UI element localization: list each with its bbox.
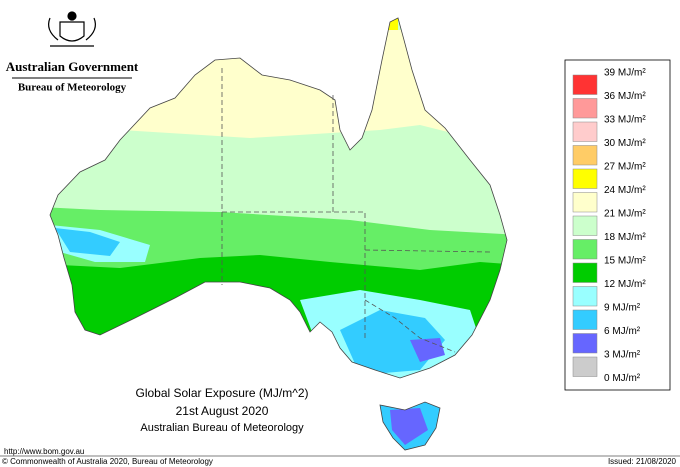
legend-swatch bbox=[572, 239, 598, 260]
legend-swatch bbox=[572, 309, 598, 330]
legend-swatch bbox=[572, 286, 598, 307]
map-title: Global Solar Exposure (MJ/m^2) bbox=[135, 386, 308, 400]
legend-label: 6 MJ/m² bbox=[604, 326, 641, 337]
legend-label: 18 MJ/m² bbox=[604, 232, 646, 243]
legend-swatch bbox=[572, 262, 598, 283]
legend-swatch bbox=[572, 98, 598, 119]
legend-swatch bbox=[572, 121, 598, 142]
crest bbox=[48, 11, 96, 47]
legend: 39 MJ/m² 36 MJ/m² 33 MJ/m² 30 MJ/m² 27 MJ/m²… bbox=[564, 59, 671, 391]
legend-swatch bbox=[572, 215, 598, 236]
legend-label: 30 MJ/m² bbox=[604, 138, 646, 149]
legend-swatch bbox=[572, 74, 598, 95]
legend-swatch bbox=[572, 145, 598, 166]
legend-label: 36 MJ/m² bbox=[604, 91, 646, 102]
legend-label: 3 MJ/m² bbox=[604, 350, 641, 361]
legend-label: 33 MJ/m² bbox=[604, 115, 646, 126]
state-borders bbox=[221, 68, 491, 353]
footer-url: http://www.bom.gov.au bbox=[4, 447, 84, 456]
legend-swatch bbox=[572, 356, 598, 377]
legend-label: 39 MJ/m² bbox=[604, 68, 646, 79]
legend-label: 24 MJ/m² bbox=[604, 185, 646, 196]
solar-region bbox=[390, 408, 428, 445]
legend-swatch bbox=[572, 333, 598, 354]
legend-swatch bbox=[572, 168, 598, 189]
tasmania-coast bbox=[379, 401, 441, 451]
header-title: Australian Government bbox=[6, 59, 139, 74]
map-source: Australian Bureau of Meteorology bbox=[140, 422, 304, 434]
footer-copyright: © Commonwealth of Australia 2020, Bureau… bbox=[2, 457, 213, 466]
legend-label: 0 MJ/m² bbox=[604, 373, 641, 384]
tasmania bbox=[380, 402, 440, 450]
map-date: 21st August 2020 bbox=[176, 404, 269, 418]
legend-label: 9 MJ/m² bbox=[604, 303, 641, 314]
footer-issued: Issued: 21/08/2020 bbox=[608, 457, 677, 466]
legend-label: 27 MJ/m² bbox=[604, 162, 646, 173]
legend-swatch bbox=[572, 192, 598, 213]
legend-label: 15 MJ/m² bbox=[604, 256, 646, 267]
solar-region bbox=[388, 18, 398, 30]
legend-label: 21 MJ/m² bbox=[604, 209, 646, 220]
solar-region bbox=[410, 338, 445, 362]
header-subtitle: Bureau of Meteorology bbox=[18, 82, 127, 94]
coastline bbox=[49, 17, 508, 379]
legend-label: 12 MJ/m² bbox=[604, 279, 646, 290]
solar-region bbox=[55, 228, 120, 256]
